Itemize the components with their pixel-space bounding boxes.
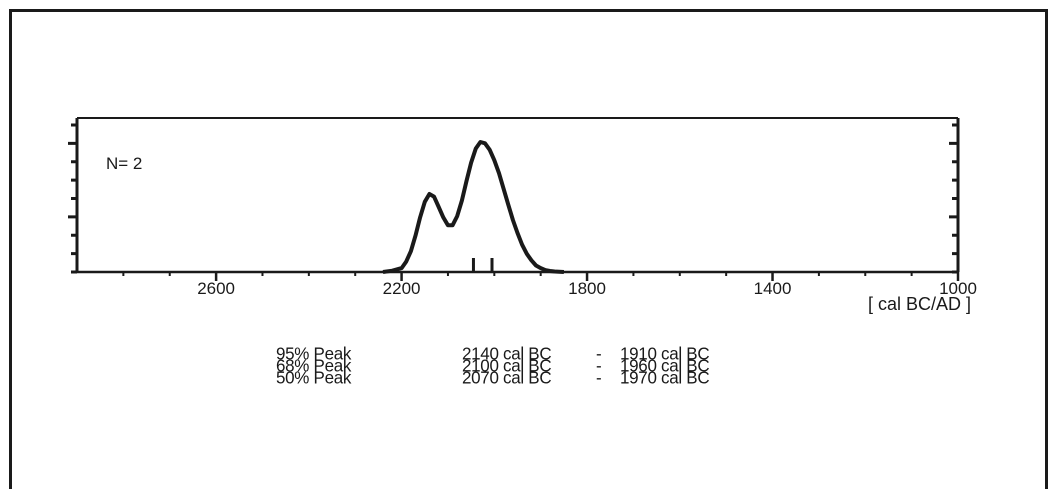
axes [75,117,960,274]
sample-count-annotation: N= 2 [106,154,142,173]
figure-frame [9,9,1048,489]
peak-label: 50% Peak [276,367,352,388]
x-tick-label: 2200 [383,279,421,298]
peak-dash: - [596,355,602,376]
axis-ticks [68,123,960,281]
peak-from: 2100 cal BC [462,355,552,376]
x-tick-label: 1400 [754,279,792,298]
x-axis-label: [ cal BC/AD ] [868,294,971,314]
peak-to: 1960 cal BC [620,355,710,376]
probability-curve [382,140,565,274]
peak-to: 1910 cal BC [620,343,710,364]
peak-label: 95% Peak [276,343,352,364]
peak-to: 1970 cal BC [620,367,710,388]
measurement-marks [471,258,494,272]
peak-dash: - [596,367,602,388]
peak-label: 68% Peak [276,355,352,376]
x-tick-label: 2600 [197,279,235,298]
tick-labels: 2600 2200 1800 1400 1000 [197,279,977,298]
x-tick-label: 1800 [568,279,606,298]
x-tick-label: 1000 [939,279,977,298]
peak-from: 2140 cal BC [462,343,552,364]
peak-dash: - [596,343,602,364]
peak-from: 2070 cal BC [462,367,552,388]
